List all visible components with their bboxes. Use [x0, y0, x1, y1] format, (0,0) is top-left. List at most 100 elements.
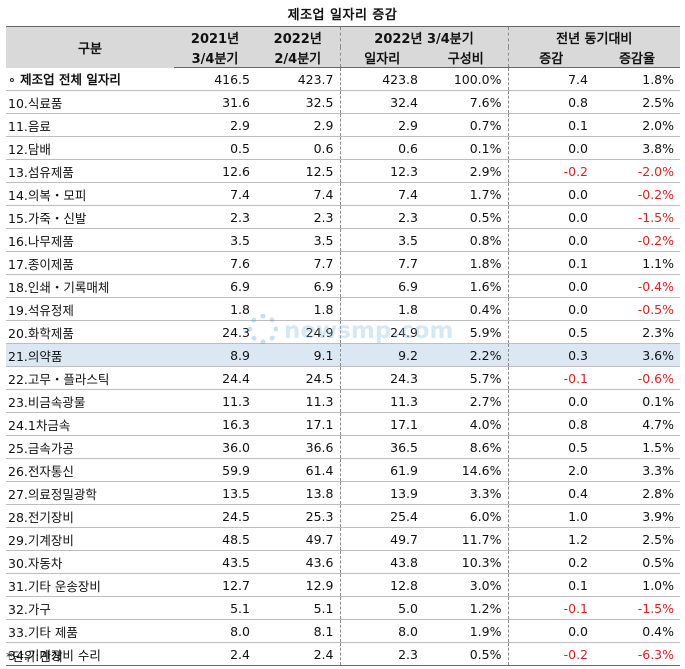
table-row: 23.비금속광물 11.3 11.3 11.3 2.7% 0.0 0.1% [6, 389, 681, 413]
cell-2022q2: 11.3 [256, 389, 340, 413]
cell-2022q2: 0.6 [256, 136, 340, 160]
cell-rate: 1.1% [594, 251, 681, 275]
cell-rate: 2.3% [594, 320, 681, 344]
cell-rate: -0.5% [594, 297, 681, 321]
table-row: 34.기계장비 수리 2.4 2.4 2.3 0.5% -0.2 -6.3% [6, 642, 681, 666]
cell-jobs: 423.8 [339, 67, 424, 91]
cell-jobs: 36.5 [339, 435, 424, 459]
row-category: 31.기타 운송장비 [6, 573, 174, 597]
table-row: 10.식료품 31.6 32.5 32.4 7.6% 0.8 2.5% [6, 90, 681, 114]
cell-share: 14.6% [424, 458, 508, 482]
cell-rate: 3.3% [594, 458, 681, 482]
cell-change: 0.5 [507, 320, 594, 344]
cell-2022q2: 7.7 [256, 251, 340, 275]
cell-2022q2: 6.9 [256, 274, 340, 298]
cell-2022q2: 13.8 [256, 481, 340, 505]
cell-rate: 4.7% [594, 412, 681, 436]
cell-2022q2: 7.4 [256, 182, 340, 206]
table-row: 26.전자통신 59.9 61.4 61.9 14.6% 2.0 3.3% [6, 458, 681, 482]
cell-2021q3: 24.3 [174, 320, 256, 344]
cell-jobs: 24.9 [339, 320, 424, 344]
table-title: 제조업 일자리 증감 [287, 8, 398, 23]
cell-2022q2: 61.4 [256, 458, 340, 482]
cell-change: -0.2 [507, 642, 594, 666]
header-change: 증감 [507, 47, 594, 68]
cell-share: 11.7% [424, 527, 508, 551]
row-category: 30.자동차 [6, 550, 174, 574]
cell-rate: -1.5% [594, 596, 681, 620]
row-category: 25.금속가공 [6, 435, 174, 459]
table-row: 31.기타 운송장비 12.7 12.9 12.8 3.0% 0.1 1.0% [6, 573, 681, 597]
cell-jobs: 43.8 [339, 550, 424, 574]
cell-2021q3: 59.9 [174, 458, 256, 482]
cell-2021q3: 8.9 [174, 343, 256, 367]
cell-jobs: 61.9 [339, 458, 424, 482]
cell-change: -0.1 [507, 366, 594, 390]
header-2021q3-year: 2021년 [174, 26, 256, 47]
cell-jobs: 25.4 [339, 504, 424, 528]
cell-rate: 0.4% [594, 619, 681, 643]
cell-change: -0.1 [507, 596, 594, 620]
cell-2022q2: 2.3 [256, 205, 340, 229]
cell-jobs: 9.2 [339, 343, 424, 367]
employment-table: 구분 2021년 2022년 2022년 3/4분기 전년 동기대비 3/4분기… [6, 26, 681, 666]
cell-jobs: 12.8 [339, 573, 424, 597]
cell-2022q2: 5.1 [256, 596, 340, 620]
cell-2022q2: 3.5 [256, 228, 340, 252]
header-rate: 증감율 [594, 47, 681, 68]
cell-2022q2: 32.5 [256, 90, 340, 114]
cell-jobs: 2.9 [339, 113, 424, 137]
header-share: 구성비 [424, 47, 508, 68]
cell-rate: -0.2% [594, 182, 681, 206]
table-row: 24.1차금속 16.3 17.1 17.1 4.0% 0.8 4.7% [6, 412, 681, 436]
row-category: 18.인쇄・기록매체 [6, 274, 174, 298]
table-row: 18.인쇄・기록매체 6.9 6.9 6.9 1.6% 0.0 -0.4% [6, 274, 681, 298]
header-2022q2-year: 2022년 [256, 26, 340, 47]
cell-share: 8.6% [424, 435, 508, 459]
cell-share: 0.1% [424, 136, 508, 160]
row-category: ∘ 제조업 전체 일자리 [6, 67, 174, 91]
row-category: 34.기계장비 수리 [6, 642, 174, 666]
cell-rate: 0.5% [594, 550, 681, 574]
cell-2021q3: 31.6 [174, 90, 256, 114]
header-category: 구분 [6, 26, 174, 68]
cell-2022q2: 24.9 [256, 320, 340, 344]
unit-note: *단위:만개 [6, 649, 63, 664]
row-category: 15.가죽・신발 [6, 205, 174, 229]
cell-jobs: 3.5 [339, 228, 424, 252]
table-row: 29.기계장비 48.5 49.7 49.7 11.7% 1.2 2.5% [6, 527, 681, 551]
table-row: 28.전기장비 24.5 25.3 25.4 6.0% 1.0 3.9% [6, 504, 681, 528]
cell-change: 0.4 [507, 481, 594, 505]
cell-share: 0.5% [424, 205, 508, 229]
cell-change: 0.0 [507, 389, 594, 413]
cell-share: 4.0% [424, 412, 508, 436]
row-category: 17.종이제품 [6, 251, 174, 275]
row-category: 29.기계장비 [6, 527, 174, 551]
cell-change: 0.0 [507, 205, 594, 229]
cell-2021q3: 13.5 [174, 481, 256, 505]
row-category: 10.식료품 [6, 90, 174, 114]
cell-change: 0.0 [507, 274, 594, 298]
row-category: 11.음료 [6, 113, 174, 137]
cell-jobs: 32.4 [339, 90, 424, 114]
cell-rate: -1.5% [594, 205, 681, 229]
table-row: 14.의복・모피 7.4 7.4 7.4 1.7% 0.0 -0.2% [6, 182, 681, 206]
row-category: 13.섬유제품 [6, 159, 174, 183]
cell-2021q3: 11.3 [174, 389, 256, 413]
cell-2021q3: 12.6 [174, 159, 256, 183]
cell-2021q3: 8.0 [174, 619, 256, 643]
table-row: 20.화학제품 24.3 24.9 24.9 5.9% 0.5 2.3% [6, 320, 681, 344]
table-header: 구분 2021년 2022년 2022년 3/4분기 전년 동기대비 3/4분기… [6, 26, 681, 68]
cell-2022q2: 12.5 [256, 159, 340, 183]
table-row: 12.담배 0.5 0.6 0.6 0.1% 0.0 3.8% [6, 136, 681, 160]
cell-rate: 0.1% [594, 389, 681, 413]
cell-2021q3: 2.4 [174, 642, 256, 666]
cell-change: 0.8 [507, 412, 594, 436]
table-row: 21.의약품 8.9 9.1 9.2 2.2% 0.3 3.6% [6, 343, 681, 367]
cell-jobs: 17.1 [339, 412, 424, 436]
cell-2022q2: 17.1 [256, 412, 340, 436]
header-jobs: 일자리 [339, 47, 424, 68]
cell-2021q3: 48.5 [174, 527, 256, 551]
cell-rate: -0.2% [594, 228, 681, 252]
table-row: 32.가구 5.1 5.1 5.0 1.2% -0.1 -1.5% [6, 596, 681, 620]
